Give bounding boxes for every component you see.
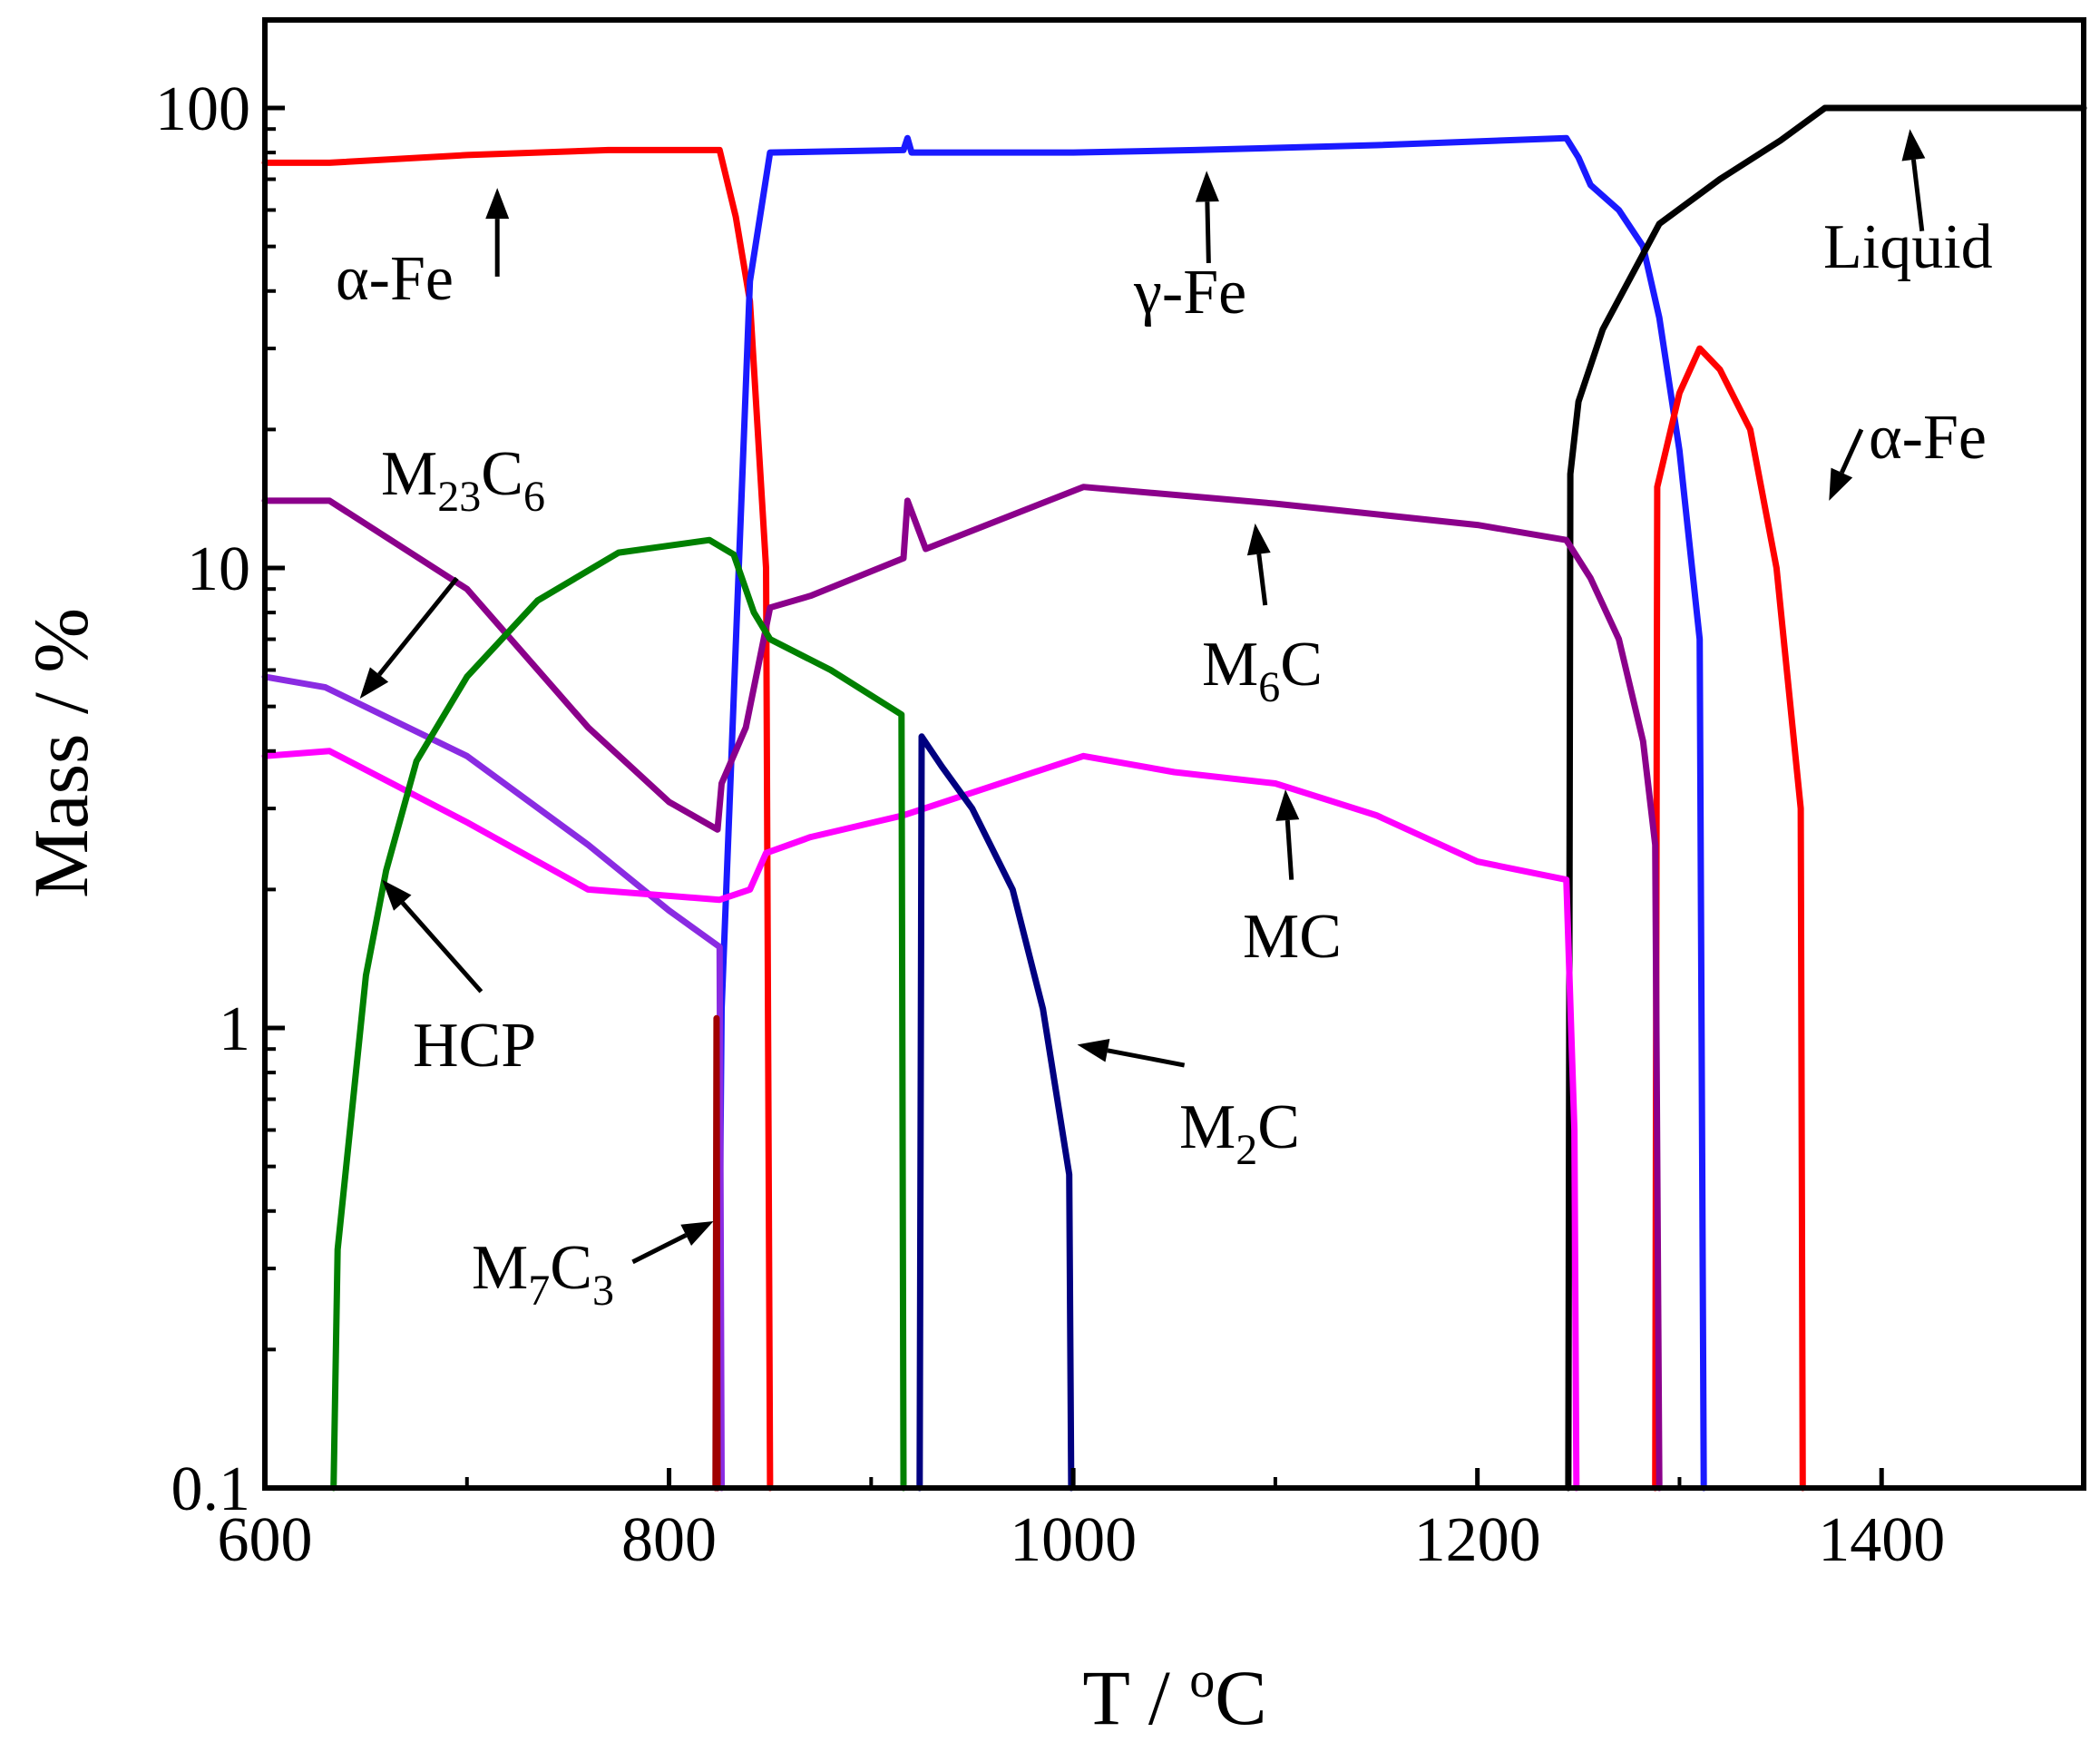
y-tick-label: 0.1: [171, 1454, 251, 1524]
annotation-arrow-line: [400, 901, 483, 993]
series-line-9: [712, 1014, 721, 1492]
series-line-4: [261, 484, 1663, 1492]
annotation-label: HCP: [413, 1011, 536, 1081]
x-tick-label: 1200: [1414, 1505, 1541, 1575]
annotation-arrow-head: [680, 1221, 714, 1246]
annotation-label: MC: [1243, 902, 1342, 972]
annotation-label: α-Fe: [1869, 403, 1987, 473]
annotation-arrow-line: [1205, 201, 1211, 264]
annotation-arrow-head: [1275, 789, 1300, 821]
annotation-label: M2C: [1179, 1092, 1300, 1174]
annotation-label: M7C3: [472, 1233, 614, 1315]
annotation-label: M23C6: [381, 439, 545, 521]
annotation-arrow-line: [1256, 553, 1268, 606]
series-layer: [261, 104, 2087, 1492]
annotation-arrow-head: [1195, 171, 1219, 202]
annotation-label: M6C: [1202, 630, 1323, 711]
annotation-label: γ-Fe: [1133, 258, 1246, 328]
annotation-arrow-head: [382, 879, 412, 911]
annotation-arrow-head: [1077, 1039, 1110, 1062]
y-tick-label: 1: [219, 994, 250, 1064]
series-line-7: [330, 536, 907, 1492]
annotation-arrow-line: [631, 1233, 688, 1265]
x-tick-label: 1000: [1010, 1505, 1137, 1575]
x-tick-label: 800: [621, 1505, 717, 1575]
annotation-arrow-line: [1840, 428, 1864, 474]
annotation-arrow-head: [1829, 467, 1853, 501]
y-axis-title: Mass / %: [17, 608, 104, 898]
annotation-label: Liquid: [1823, 212, 1993, 282]
series-line-2: [1565, 104, 2087, 1492]
y-tick-label: 100: [155, 74, 250, 144]
y-tick-label: 10: [187, 534, 250, 604]
annotation-arrow-head: [485, 188, 510, 220]
plot-frame: [262, 17, 2086, 1491]
annotation-layer: α-Fe γ-Fe Liquid α-Fe M23C6 M6C MC HCP M2C M7C3: [336, 129, 1993, 1315]
annotation-arrow-line: [377, 576, 459, 677]
series-line-5: [261, 673, 725, 1492]
series-line-8: [916, 733, 1075, 1492]
annotation-arrow-line: [1910, 159, 1925, 231]
annotation-arrow-head: [1901, 129, 1926, 161]
annotation-arrow-line: [1284, 819, 1294, 880]
annotation-label: α-Fe: [336, 244, 454, 314]
x-tick-label: 1400: [1818, 1505, 1945, 1575]
tick-layer: 600 800 1000 1200 1400 0.1 1 10 100: [155, 74, 2085, 1575]
annotation-arrow-head: [1246, 523, 1271, 556]
annotation-arrow-line: [1107, 1048, 1186, 1068]
series-line-1: [714, 134, 1707, 1492]
x-axis-title: T / oC: [1082, 1652, 1266, 1741]
x-tick-label: 600: [218, 1505, 313, 1575]
annotation-arrow-head: [359, 667, 389, 699]
series-line-3: [1652, 345, 1806, 1492]
series-line-0: [261, 146, 774, 1492]
